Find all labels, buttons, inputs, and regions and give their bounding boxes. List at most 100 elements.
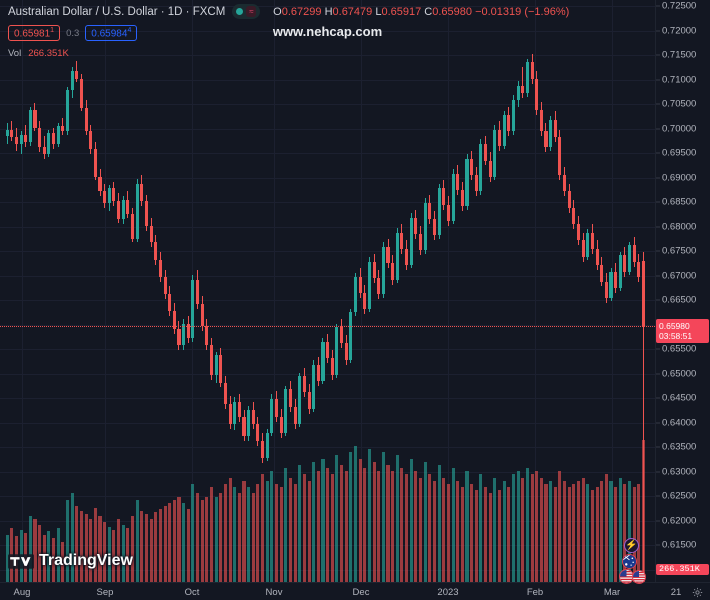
candle-body [572, 208, 576, 225]
volume-bar [79, 510, 83, 582]
candle-body [298, 376, 302, 424]
volume-bar [154, 512, 158, 582]
time-axis[interactable]: Aug Sep Oct Nov Dec 2023 Feb Mar 21 [0, 582, 710, 600]
price-axis-tick-label: 0.68500 [662, 196, 697, 208]
volume-bar [89, 518, 93, 582]
volume-label[interactable]: Vol [8, 48, 22, 60]
volume-bar [270, 471, 274, 582]
market-status-pill[interactable]: ≈ [232, 4, 261, 19]
gridline-horizontal [0, 226, 655, 228]
candle-body [423, 203, 427, 251]
ask-price-box[interactable]: 0.659844 [85, 25, 138, 42]
chart-plot-area[interactable] [0, 0, 655, 582]
volume-bar [298, 464, 302, 582]
candle-body [419, 234, 423, 251]
volume-bar [442, 477, 446, 582]
volume-bar [117, 518, 121, 582]
candle-body [256, 423, 260, 442]
candle-body [149, 225, 153, 243]
gridline-horizontal [0, 202, 655, 204]
spread-value: 0.3 [66, 27, 80, 39]
candle-body [600, 264, 604, 282]
candle-body [623, 255, 627, 272]
bid-price-box[interactable]: 0.659811 [8, 25, 61, 42]
gridline-horizontal [0, 300, 655, 302]
candle-body [340, 327, 344, 344]
candle-body [391, 263, 395, 280]
current-price-line [0, 325, 655, 327]
volume-value: 266.351K [28, 48, 69, 60]
candle-body [135, 183, 139, 239]
gridline-vertical [535, 0, 536, 582]
candle-body [479, 144, 483, 192]
volume-bar [279, 487, 283, 582]
us-flag-icon[interactable] [632, 570, 646, 584]
candle-body [553, 119, 557, 138]
candle-body [567, 191, 571, 209]
us-flag-icon[interactable] [619, 569, 634, 584]
volume-bar [233, 487, 237, 582]
volume-bar [186, 509, 190, 582]
price-axis-dash [656, 5, 660, 7]
candle-body [358, 276, 362, 293]
chart-legend: Australian Dollar / U.S. Dollar · 1D · F… [8, 4, 569, 59]
volume-bar [307, 480, 311, 582]
tradingview-logo[interactable]: TradingView [8, 552, 133, 570]
price-axis[interactable]: 0.72500 0.72000 0.71500 0.71000 0.70500 0.700… [655, 0, 710, 582]
lightning-bolt-icon[interactable]: ⚡ [624, 538, 639, 553]
volume-bar [614, 487, 618, 582]
volume-bar [237, 493, 241, 582]
candle-body [121, 199, 125, 220]
candle-body [502, 114, 506, 146]
price-axis-tick-label: 0.67500 [662, 245, 697, 257]
candle-body [576, 224, 581, 241]
volume-bar [400, 468, 404, 582]
price-axis-dash [656, 299, 660, 301]
price-axis-dash [656, 373, 660, 375]
volume-bar [474, 490, 478, 582]
volume-bar [56, 528, 60, 582]
candle-body [307, 392, 311, 409]
candle-body [84, 108, 88, 132]
candle-body [312, 364, 316, 409]
candle-body [270, 399, 274, 434]
volume-bar [112, 529, 116, 582]
candle-body [451, 173, 455, 221]
gridline-horizontal [0, 55, 655, 57]
volume-bar [214, 496, 218, 582]
candle-body [168, 294, 172, 311]
symbol-title[interactable]: Australian Dollar / U.S. Dollar · 1D · F… [8, 5, 226, 18]
time-axis-tick-label: Mar [603, 587, 621, 598]
volume-bar [539, 477, 543, 582]
candle-body [641, 260, 646, 326]
gridline-horizontal [0, 128, 655, 130]
candle-body [158, 260, 162, 277]
replay-badge[interactable]: ≈ [246, 6, 257, 17]
volume-bar [586, 483, 590, 582]
candle-body [251, 410, 255, 424]
price-axis-dash [656, 520, 660, 522]
candle-body [265, 433, 269, 458]
candle-body [65, 90, 70, 132]
volume-bar [381, 452, 385, 582]
volume-bar [275, 483, 279, 582]
volume-bar [103, 521, 107, 582]
volume-bar [131, 515, 135, 582]
candle-body [209, 345, 214, 375]
candle-body [614, 271, 618, 288]
volume-bar [121, 525, 125, 582]
price-axis-dash [656, 177, 660, 179]
volume-bar [628, 480, 632, 582]
price-axis-dash [656, 152, 660, 154]
gridline-vertical [274, 0, 275, 582]
candle-body [465, 159, 469, 207]
candle-body [493, 129, 497, 177]
australia-flag-icon[interactable] [622, 554, 637, 569]
gear-icon[interactable] [692, 587, 703, 598]
volume-bar [163, 506, 167, 582]
candle-body [126, 199, 130, 215]
volume-bar [316, 471, 320, 582]
volume-bar [432, 480, 436, 582]
price-axis-tick-label: 0.71000 [662, 74, 697, 86]
